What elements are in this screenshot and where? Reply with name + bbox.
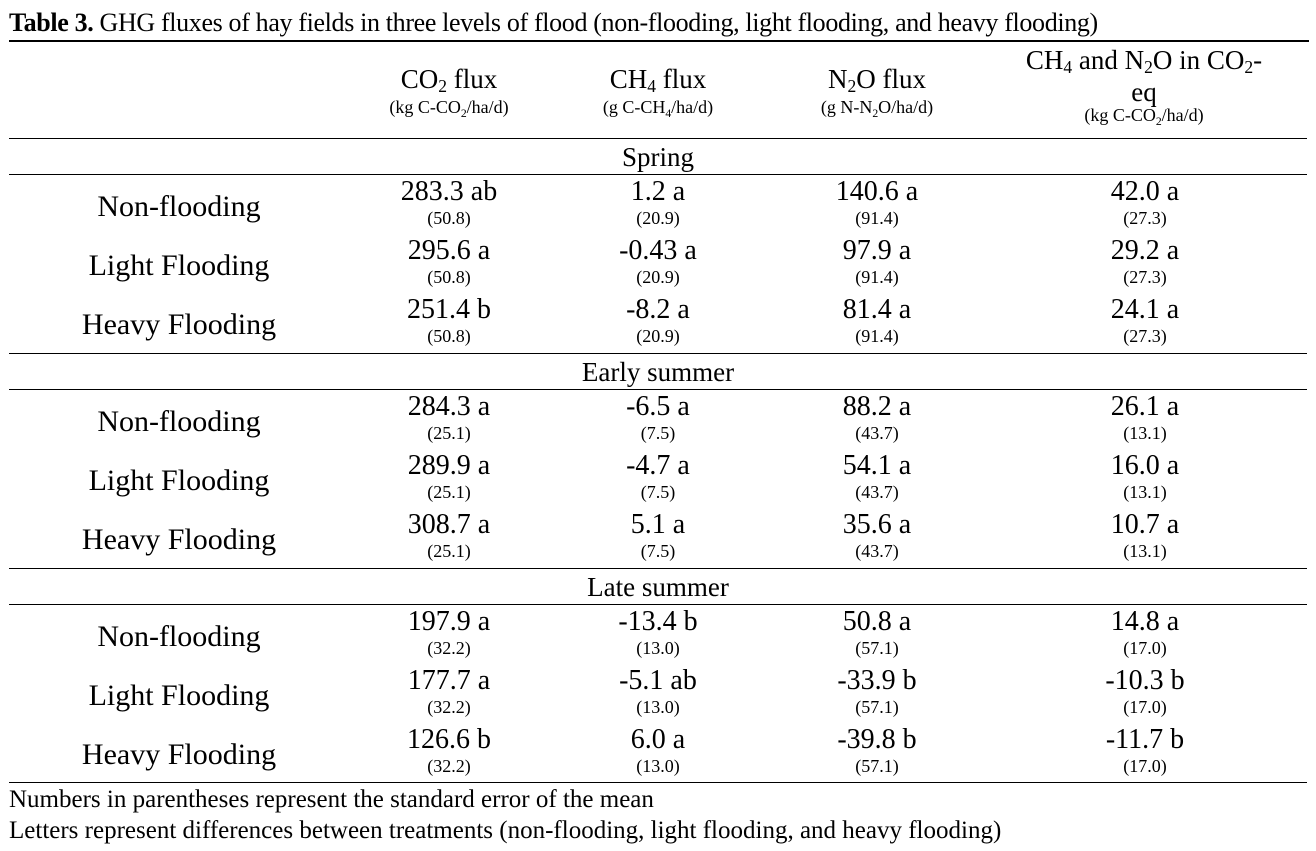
co2-cell: 177.7 a (32.2)	[407, 665, 491, 718]
table-row: Light Flooding 295.6 a (50.8) -0.43 a (20.…	[9, 236, 1307, 295]
n2o-cell: 140.6 a (91.4)	[835, 176, 919, 229]
table-row: Heavy Flooding 126.6 b (32.2) 6.0 a (13.0)…	[9, 725, 1307, 784]
table-row: Heavy Flooding 308.7 a (25.1) 5.1 a (7.5) …	[9, 510, 1307, 569]
row-label: Heavy Flooding	[81, 308, 277, 341]
header-n2o: N2O flux (g N-N2O/ha/d)	[820, 64, 934, 120]
co2-eq-cell: -11.7 b (17.0)	[1105, 724, 1185, 777]
row-label: Non-flooding	[97, 190, 261, 223]
table-row: Light Flooding 289.9 a (25.1) -4.7 a (7.5)…	[9, 451, 1307, 510]
ch4-cell: -13.4 b (13.0)	[618, 606, 698, 659]
ch4-cell: -8.2 a (20.9)	[626, 294, 690, 347]
ch4-cell: -5.1 ab (13.0)	[619, 665, 697, 718]
row-label: Light Flooding	[88, 679, 270, 712]
divider	[9, 353, 1307, 354]
co2-cell: 197.9 a (32.2)	[407, 606, 491, 659]
co2-eq-cell: 26.1 a (13.1)	[1110, 391, 1180, 444]
co2-eq-cell: -10.3 b (17.0)	[1105, 665, 1185, 718]
n2o-cell: 54.1 a (43.7)	[842, 450, 912, 503]
table-header: CO2 flux (kg C-CO2/ha/d) CH4 flux (g C-C…	[9, 42, 1307, 139]
co2-eq-cell: 10.7 a (13.1)	[1110, 509, 1180, 562]
season-header-spring: Spring	[9, 140, 1307, 175]
n2o-cell: 88.2 a (43.7)	[842, 391, 912, 444]
table-footnote: Numbers in parentheses represent the sta…	[9, 786, 654, 813]
co2-cell: 289.9 a (25.1)	[407, 450, 491, 503]
ch4-cell: -0.43 a (20.9)	[619, 235, 697, 288]
n2o-cell: 35.6 a (43.7)	[842, 509, 912, 562]
row-label: Non-flooding	[97, 405, 261, 438]
co2-eq-cell: 42.0 a (27.3)	[1110, 176, 1180, 229]
row-label: Heavy Flooding	[81, 738, 277, 771]
n2o-cell: -39.8 b (57.1)	[837, 724, 917, 777]
co2-cell: 283.3 ab (50.8)	[400, 176, 498, 229]
table-caption: Table 3. GHG fluxes of hay fields in thr…	[9, 6, 1309, 42]
ch4-cell: 6.0 a (13.0)	[630, 724, 686, 777]
ch4-cell: 5.1 a (7.5)	[630, 509, 686, 562]
table-row: Non-flooding 197.9 a (32.2) -13.4 b (13.0)…	[9, 607, 1307, 666]
divider	[9, 568, 1307, 569]
row-label: Light Flooding	[88, 464, 270, 497]
table-row: Non-flooding 284.3 a (25.1) -6.5 a (7.5) 8…	[9, 392, 1307, 451]
ch4-cell: -4.7 a (7.5)	[626, 450, 690, 503]
header-co2-eq: CH4 and N2O in CO2- eq (kg C-CO2/ha/d)	[1025, 45, 1263, 128]
table-title: GHG fluxes of hay fields in three levels…	[93, 8, 1099, 37]
co2-cell: 295.6 a (50.8)	[407, 235, 491, 288]
co2-cell: 284.3 a (25.1)	[407, 391, 491, 444]
co2-eq-cell: 16.0 a (13.1)	[1110, 450, 1180, 503]
table-row: Light Flooding 177.7 a (32.2) -5.1 ab (13.…	[9, 666, 1307, 725]
co2-eq-cell: 29.2 a (27.3)	[1110, 235, 1180, 288]
table-number: Table 3.	[9, 8, 94, 37]
n2o-cell: 81.4 a (91.4)	[842, 294, 912, 347]
table-row: Heavy Flooding 251.4 b (50.8) -8.2 a (20.9…	[9, 295, 1307, 354]
n2o-cell: 50.8 a (57.1)	[842, 606, 912, 659]
row-label: Heavy Flooding	[81, 523, 277, 556]
season-header-early-summer: Early summer	[9, 355, 1307, 390]
co2-cell: 251.4 b (50.8)	[407, 294, 491, 347]
co2-eq-cell: 14.8 a (17.0)	[1110, 606, 1180, 659]
season-header-late-summer: Late summer	[9, 570, 1307, 605]
co2-eq-cell: 24.1 a (27.3)	[1110, 294, 1180, 347]
co2-cell: 126.6 b (32.2)	[407, 724, 491, 777]
row-label: Light Flooding	[88, 249, 270, 282]
header-co2: CO2 flux (kg C-CO2/ha/d)	[389, 64, 509, 120]
table-footnote: Letters represent differences between tr…	[9, 817, 1002, 844]
n2o-cell: -33.9 b (57.1)	[837, 665, 917, 718]
ch4-cell: -6.5 a (7.5)	[626, 391, 690, 444]
co2-cell: 308.7 a (25.1)	[407, 509, 491, 562]
table-row: Non-flooding 283.3 ab (50.8) 1.2 a (20.9) …	[9, 177, 1307, 236]
header-ch4: CH4 flux (g C-CH4/ha/d)	[602, 64, 714, 120]
divider	[9, 782, 1307, 783]
n2o-cell: 97.9 a (91.4)	[842, 235, 912, 288]
row-label: Non-flooding	[97, 620, 261, 653]
ch4-cell: 1.2 a (20.9)	[630, 176, 686, 229]
